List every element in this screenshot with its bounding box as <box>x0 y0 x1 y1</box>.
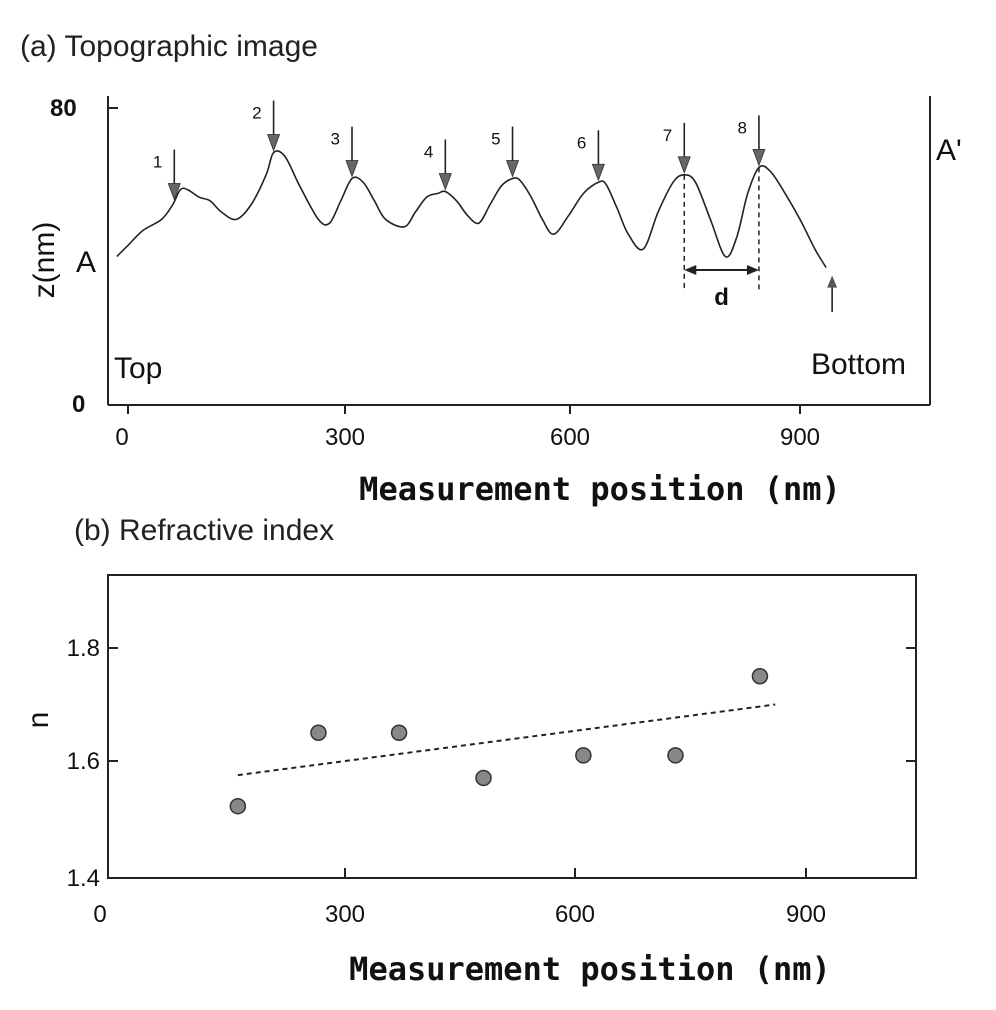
end-label-a-prime: A' <box>936 134 962 167</box>
panel-b-ytick-label-1.8: 1.8 <box>67 635 100 662</box>
peak-arrows: 1 2 3 4 5 6 7 8 <box>153 100 766 201</box>
peak-arrow-label: 4 <box>424 143 433 162</box>
panel-b-title: (b) Refractive index <box>74 514 334 547</box>
period-arrowhead-right <box>746 265 759 275</box>
panel-a-axes <box>107 96 931 414</box>
panel-a-xtick-label-300: 300 <box>325 424 365 451</box>
panel-b-x-axis-label: Measurement position (nm) <box>349 950 831 988</box>
panel-b-axes <box>107 574 917 879</box>
peak-arrow-label: 7 <box>663 126 672 145</box>
peak-arrow-5: 5 <box>491 126 520 178</box>
panel-b-ytick-label-1.4: 1.4 <box>67 865 100 892</box>
panel-b-frame <box>107 574 917 879</box>
peak-arrow-head <box>438 173 452 191</box>
end-marker-head <box>827 275 838 288</box>
peak-arrow-2: 2 <box>252 100 281 152</box>
data-point-1 <box>229 797 247 815</box>
peak-arrow-7: 7 <box>663 122 691 174</box>
panel-b-ytick-label-1.6: 1.6 <box>67 748 100 775</box>
peak-arrow-1: 1 <box>153 149 181 201</box>
peak-arrow-4: 4 <box>424 139 452 191</box>
panel-b-xtick-label-300: 300 <box>325 901 365 928</box>
refractive-index-trendline <box>237 703 776 777</box>
peak-arrow-label: 3 <box>331 130 340 149</box>
topography-profile-line <box>116 150 827 269</box>
peak-arrow-label: 6 <box>577 133 586 152</box>
peak-arrow-head <box>345 160 359 178</box>
start-label-a: A <box>76 246 96 279</box>
panel-a-xtick-label-900: 900 <box>780 424 820 451</box>
peak-arrow-head <box>752 148 766 167</box>
data-point-2 <box>310 724 327 741</box>
data-point-7 <box>751 668 769 685</box>
panel-a-ytick-label-0: 0 <box>72 391 85 418</box>
peak-arrow-label: 8 <box>737 118 746 137</box>
panel-b-xtick-label-600: 600 <box>555 901 595 928</box>
peak-arrow-head <box>591 163 605 182</box>
refractive-index-points <box>229 668 769 815</box>
data-point-3 <box>390 724 408 741</box>
panel-b-y-axis-label: n <box>22 712 55 729</box>
data-point-5 <box>575 747 592 764</box>
data-point-4 <box>475 769 492 787</box>
peak-arrow-label: 2 <box>252 104 261 123</box>
peak-arrow-head <box>505 160 520 178</box>
bottom-label: Bottom <box>811 348 906 381</box>
peak-arrow-label: 5 <box>491 130 500 149</box>
period-indicator: d <box>683 167 838 312</box>
peak-arrow-head <box>167 183 181 201</box>
peak-arrow-label: 1 <box>153 153 162 172</box>
peak-arrow-3: 3 <box>331 126 359 178</box>
panel-a-title: (a) Topographic image <box>20 30 318 63</box>
peak-arrow-8: 8 <box>737 115 766 167</box>
period-arrowhead-left <box>684 265 697 275</box>
period-label-d: d <box>714 284 729 311</box>
peak-arrow-head <box>267 134 281 152</box>
panel-b-xtick-label-900: 900 <box>786 901 826 928</box>
panel-a-xtick-label-0: 0 <box>115 424 128 451</box>
peak-arrow-head <box>677 156 691 174</box>
panel-a-x-axis-label: Measurement position (nm) <box>359 470 841 508</box>
peak-arrow-6: 6 <box>577 130 605 182</box>
top-label: Top <box>114 352 162 385</box>
panel-a-xtick-label-600: 600 <box>550 424 590 451</box>
data-point-6 <box>667 747 684 764</box>
panel-a-y-axis-label: z(nm) <box>28 222 61 299</box>
panel-b-xtick-label-0: 0 <box>93 901 106 928</box>
panel-a-ytick-label-80: 80 <box>50 95 77 122</box>
